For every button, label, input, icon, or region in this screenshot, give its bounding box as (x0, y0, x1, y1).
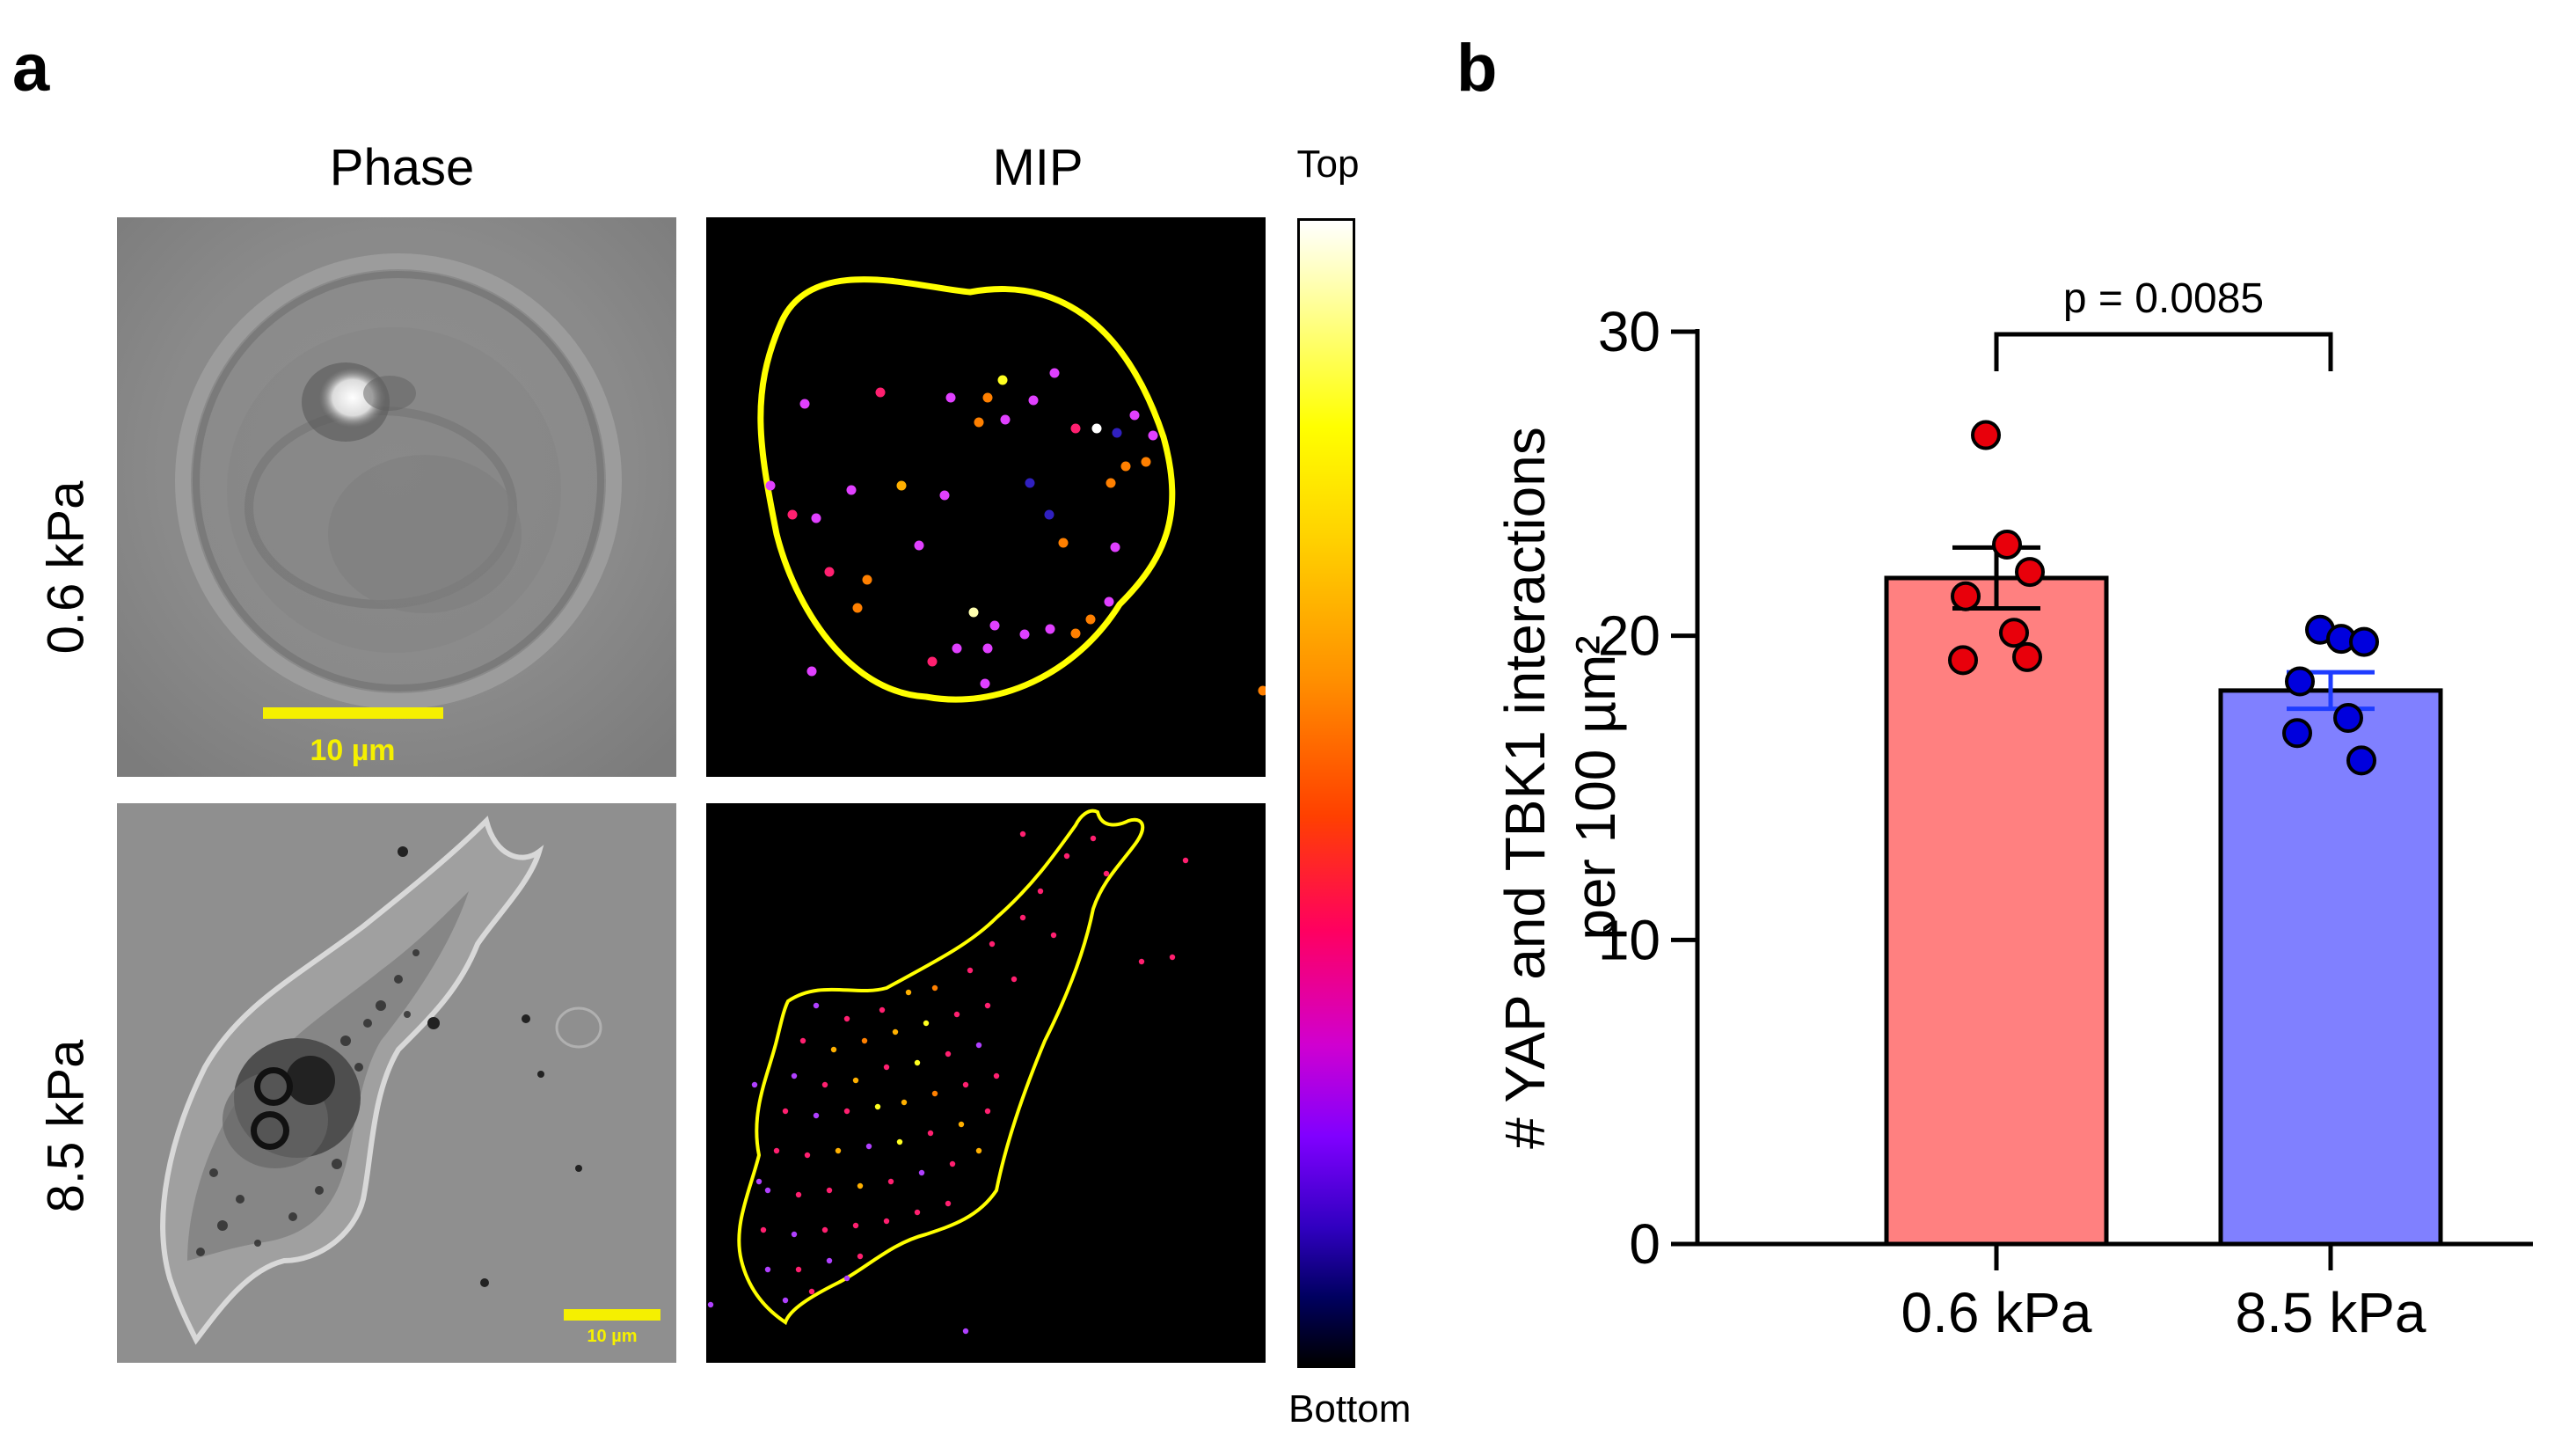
phase-column-title: Phase (329, 139, 475, 196)
p-value-annotation: p = 0.0085 (2063, 275, 2264, 322)
data-point (2333, 702, 2363, 733)
data-point (2015, 557, 2045, 588)
data-point (1992, 529, 2022, 560)
colorbar-bottom-label: Bottom (1288, 1387, 1412, 1431)
scalebar-soft-label: 10 µm (310, 734, 395, 767)
y-axis-label-line2: per 100 µm² (1564, 635, 1627, 940)
y-tick-label: 30 (1598, 300, 1660, 363)
scalebar-stiff (564, 1309, 660, 1321)
mip-image-stiff (706, 803, 1266, 1363)
panel-b-letter: b (1456, 31, 1498, 106)
data-point (1948, 645, 1978, 676)
bar-0 (1884, 575, 2109, 1247)
y-tick-label: 0 (1629, 1212, 1660, 1276)
y-tick-label: 10 (1598, 908, 1660, 971)
bar-1 (2218, 688, 2443, 1247)
mip-column-title: MIP (992, 139, 1084, 196)
row-label-8-5-kpa: 8.5 kPa (37, 1039, 94, 1213)
data-point (1999, 618, 2029, 648)
scalebar-soft (263, 707, 443, 719)
scalebar-stiff-label: 10 µm (587, 1327, 637, 1346)
phase-image-soft: 10 µm (117, 217, 676, 777)
data-point (2285, 666, 2315, 697)
data-point (2282, 718, 2312, 749)
data-point (1951, 581, 1981, 611)
mip-stiff-puncta (707, 831, 1189, 1335)
row-label-0-6-kpa: 0.6 kPa (37, 480, 94, 655)
panel-a-letter: a (12, 31, 50, 106)
phase-image-stiff: 10 µm (117, 803, 676, 1363)
y-tick-label: 20 (1598, 604, 1660, 668)
x-tick-label: 0.6 kPa (1901, 1281, 2091, 1344)
y-axis-label-line1: # YAP and TBK1 interactions (1493, 427, 1557, 1149)
colorbar (1297, 218, 1355, 1368)
mip-image-soft (706, 217, 1266, 777)
significance-bracket (1994, 332, 2333, 371)
data-point (1971, 420, 2001, 450)
colorbar-top-label: Top (1296, 143, 1360, 186)
data-point (2012, 641, 2042, 672)
data-point (2346, 745, 2376, 776)
x-tick-label: 8.5 kPa (2235, 1281, 2426, 1344)
bar-chart: 0 10 20 30 0.6 kPa 8.5 kPa p = 0.0085 # YAP and… (1493, 275, 2533, 1344)
data-point (2349, 626, 2379, 657)
mip-soft-puncta (765, 368, 1266, 696)
